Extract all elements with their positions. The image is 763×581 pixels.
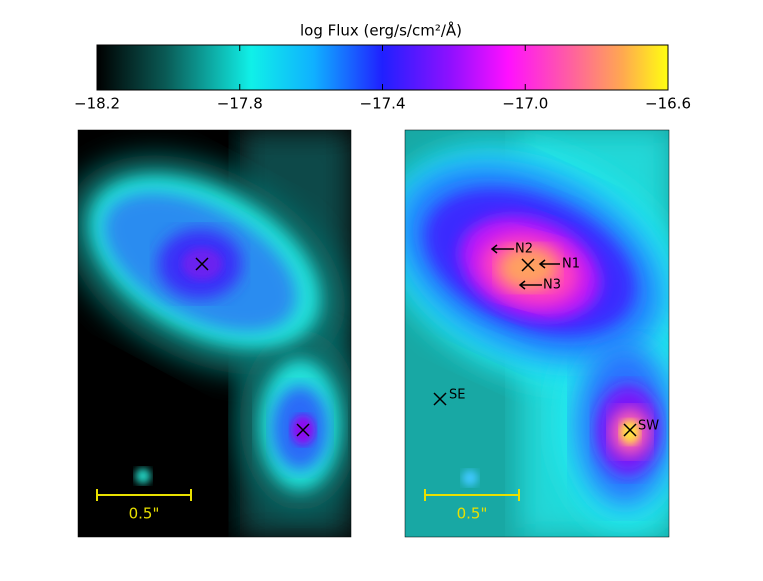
- scale-bar: [424, 489, 520, 501]
- left-image: [78, 130, 351, 537]
- source-label: N1: [562, 257, 580, 272]
- markers: [105, 257, 310, 437]
- source-label: SE: [449, 388, 465, 403]
- tick-label: −17.0: [502, 95, 548, 113]
- tick-label: −16.6: [645, 95, 691, 113]
- tick-label: −17.4: [360, 95, 406, 113]
- colorbar-ticks: −18.2 −17.8 −17.4 −17.0 −16.6: [74, 45, 691, 113]
- right-image: [405, 130, 669, 537]
- scale-bar-label: 0.5": [457, 505, 488, 523]
- markers: [433, 244, 637, 437]
- scale-bar-label: 0.5": [129, 505, 160, 523]
- source-label: N3: [543, 278, 561, 293]
- colorbar-title: log Flux (erg/s/cm²/Å): [300, 21, 462, 40]
- tick-label: −18.2: [74, 95, 120, 113]
- scale-bar: [96, 489, 192, 501]
- tick-label: −17.8: [217, 95, 263, 113]
- colorbar: [96, 44, 669, 91]
- source-label: N2: [515, 242, 533, 257]
- source-label: SW: [638, 419, 659, 434]
